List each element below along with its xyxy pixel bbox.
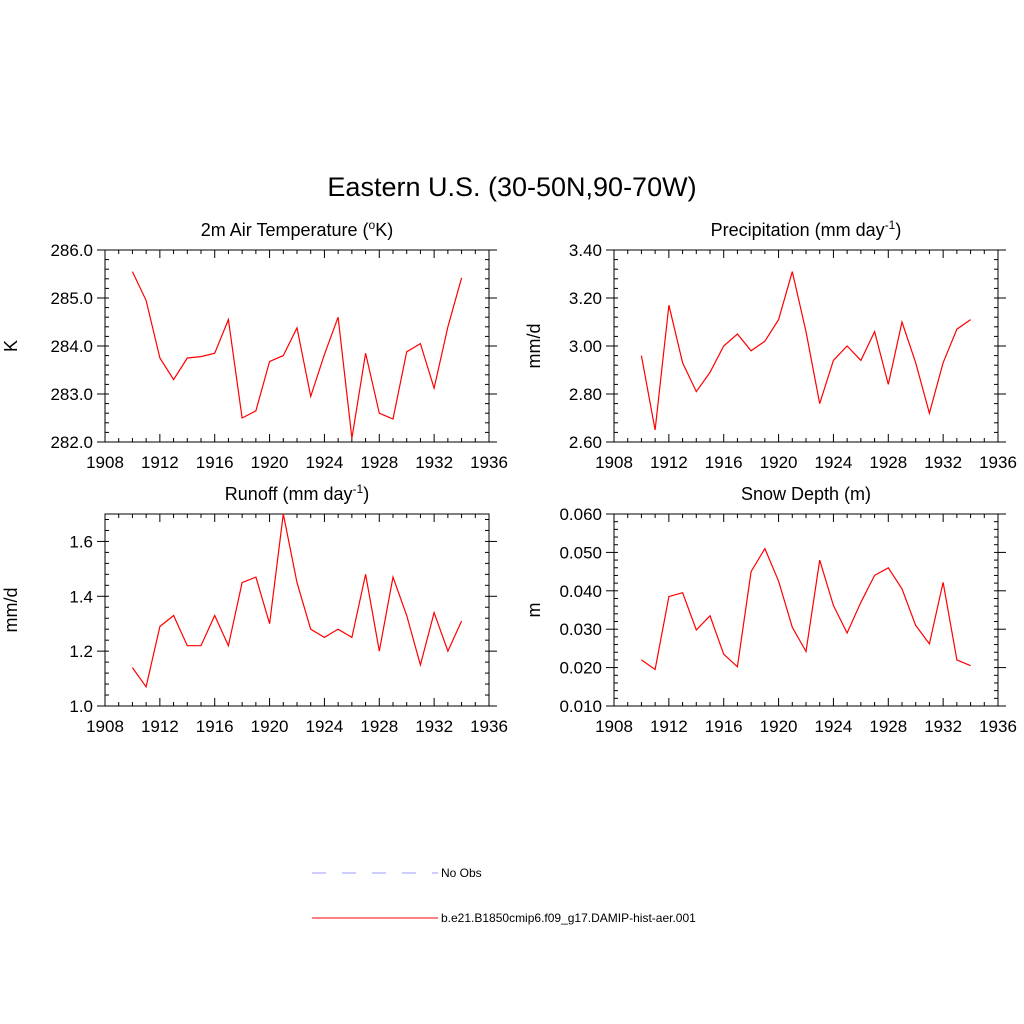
panel-title-main: Snow Depth (m) xyxy=(741,484,871,504)
panel-title-superscript: -1 xyxy=(353,482,364,496)
x-tick-label: 1916 xyxy=(705,717,743,736)
panel-snow-depth: 1908 1912 1916 1920 1924 1928 1932 1936 0.010 0.0… xyxy=(524,484,1017,736)
x-tick-label: 1932 xyxy=(415,453,453,472)
y-tick-label: 0.040 xyxy=(559,582,602,601)
x-tick-label: 1924 xyxy=(815,453,853,472)
x-tick-label: 1928 xyxy=(360,717,398,736)
x-tick-label: 1924 xyxy=(306,453,344,472)
plot-frame xyxy=(104,249,490,443)
y-tick-label: 0.060 xyxy=(559,505,602,524)
x-tick-label: 1936 xyxy=(470,717,508,736)
y-tick-label: 0.050 xyxy=(559,543,602,562)
x-tick-label: 1928 xyxy=(869,717,907,736)
x-tick-label: 1916 xyxy=(196,717,234,736)
figure-title: Eastern U.S. (30-50N,90-70W) xyxy=(327,172,696,202)
y-tick-label: 3.00 xyxy=(569,337,602,356)
panel-title-main: Precipitation (mm day xyxy=(711,220,885,240)
panel-precipitation: 1908 1912 1916 1920 1924 1928 1932 1936 2.60 2.80… xyxy=(524,218,1017,472)
x-tick-label: 1908 xyxy=(86,453,124,472)
y-tick-label: 3.40 xyxy=(569,241,602,260)
x-tick-label: 1916 xyxy=(705,453,743,472)
x-tick-label: 1908 xyxy=(86,717,124,736)
legend-entry-no-obs: No Obs xyxy=(312,866,482,880)
y-tick-label: 1.6 xyxy=(69,532,93,551)
legend-label-model: b.e21.B1850cmip6.f09_g17.DAMIP-hist-aer.… xyxy=(441,911,696,925)
panel-title-suffix: K) xyxy=(375,220,393,240)
y-tick-label: 1.2 xyxy=(69,642,93,661)
plot-frame xyxy=(613,513,999,707)
x-tick-label: 1912 xyxy=(650,453,688,472)
plot-frame xyxy=(104,513,490,707)
y-tick-label: 282.0 xyxy=(50,433,93,452)
x-tick-label: 1920 xyxy=(760,453,798,472)
legend-label-no-obs: No Obs xyxy=(441,866,482,880)
x-tick-label: 1916 xyxy=(196,453,234,472)
y-tick-label: 1.4 xyxy=(69,587,93,606)
y-tick-label: 0.030 xyxy=(559,620,602,639)
panel-title: Snow Depth (m) xyxy=(741,484,871,504)
panel-air-temperature: 1908 1912 1916 1920 1924 1928 1932 1936 282.0 283… xyxy=(1,218,508,472)
y-tick-label: 2.60 xyxy=(569,433,602,452)
y-axis-label: mm/d xyxy=(1,588,21,633)
y-tick-label: 0.020 xyxy=(559,659,602,678)
y-tick-label: 286.0 xyxy=(50,241,93,260)
x-tick-label: 1928 xyxy=(869,453,907,472)
x-tick-label: 1920 xyxy=(251,453,289,472)
y-tick-label: 285.0 xyxy=(50,289,93,308)
x-tick-label: 1924 xyxy=(306,717,344,736)
x-tick-label: 1928 xyxy=(360,453,398,472)
x-tick-label: 1908 xyxy=(595,453,633,472)
legend: No Obs b.e21.B1850cmip6.f09_g17.DAMIP-hi… xyxy=(312,866,696,925)
panel-runoff: 1908 1912 1916 1920 1924 1928 1932 1936 1.0 1.2 1.… xyxy=(1,482,508,736)
panels: 1908 1912 1916 1920 1924 1928 1932 1936 282.0 283… xyxy=(1,218,1017,736)
y-tick-label: 2.80 xyxy=(569,385,602,404)
y-tick-label: 3.20 xyxy=(569,289,602,308)
x-tick-label: 1912 xyxy=(650,717,688,736)
y-tick-label: 1.0 xyxy=(69,697,93,716)
panel-title-main: 2m Air Temperature ( xyxy=(201,220,369,240)
series-line xyxy=(641,547,971,671)
x-tick-label: 1932 xyxy=(924,453,962,472)
x-tick-label: 1936 xyxy=(470,453,508,472)
panel-title-suffix: ) xyxy=(895,220,901,240)
x-tick-label: 1936 xyxy=(979,453,1017,472)
y-axis-label: mm/d xyxy=(524,324,544,369)
x-tick-label: 1912 xyxy=(141,717,179,736)
x-tick-label: 1932 xyxy=(415,717,453,736)
panel-title-main: Runoff (mm day xyxy=(225,484,353,504)
y-tick-label: 0.010 xyxy=(559,697,602,716)
y-tick-label: 283.0 xyxy=(50,385,93,404)
legend-entry-model: b.e21.B1850cmip6.f09_g17.DAMIP-hist-aer.… xyxy=(312,911,696,925)
x-tick-label: 1920 xyxy=(760,717,798,736)
y-tick-label: 284.0 xyxy=(50,337,93,356)
panel-title-superscript: -1 xyxy=(885,218,896,232)
x-tick-label: 1936 xyxy=(979,717,1017,736)
panel-title: Precipitation (mm day-1) xyxy=(711,218,902,240)
series-line xyxy=(131,271,463,439)
panel-title: Runoff (mm day-1) xyxy=(225,482,369,504)
y-axis-label: K xyxy=(1,340,21,352)
x-tick-label: 1920 xyxy=(251,717,289,736)
panel-title-superscript: o xyxy=(369,218,376,232)
plot-frame xyxy=(613,249,999,443)
series-line xyxy=(131,513,463,689)
y-axis-label: m xyxy=(524,603,544,618)
x-tick-label: 1932 xyxy=(924,717,962,736)
panel-title-suffix: ) xyxy=(363,484,369,504)
x-tick-label: 1924 xyxy=(815,717,853,736)
x-tick-label: 1912 xyxy=(141,453,179,472)
x-tick-label: 1908 xyxy=(595,717,633,736)
series-line xyxy=(640,271,971,431)
panel-title: 2m Air Temperature (oK) xyxy=(201,218,393,240)
